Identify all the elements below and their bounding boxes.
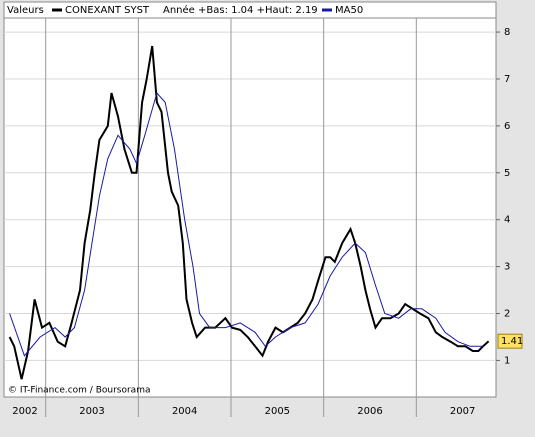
y-tick-label: 8 — [504, 27, 510, 38]
source: © IT-Finance.com / Boursorama — [8, 386, 150, 396]
last-value-box — [497, 333, 523, 349]
y-tick-label: 4 — [504, 215, 510, 226]
annotation: Année +Bas: 1.04 +Haut: 2.19 — [163, 4, 318, 16]
y-tick-label: 1 — [504, 355, 510, 366]
series-line — [8, 45, 490, 380]
x-tick-label: 2007 — [450, 406, 475, 417]
y-tick-label: 5 — [504, 168, 510, 179]
x-tick-label: 2003 — [79, 406, 104, 417]
legend-label: MA50 — [335, 5, 363, 16]
legend-title: Valeurs — [7, 5, 44, 16]
x-tick-label: 2002 — [12, 406, 37, 417]
legend-label: CONEXANT SYST — [65, 5, 150, 16]
x-tick-label: 2005 — [265, 406, 290, 417]
legend-bar — [3, 1, 497, 19]
y-tick-label: 3 — [504, 262, 510, 273]
y-tick-label: 2 — [504, 309, 510, 320]
series-line — [9, 91, 483, 357]
y-tick-label: 7 — [504, 74, 510, 85]
y-tick-label: 6 — [504, 121, 510, 132]
x-tick-label: 2006 — [357, 406, 382, 417]
x-tick-label: 2004 — [172, 406, 197, 417]
plot-area — [3, 17, 497, 398]
last-value-label: 1.41 — [501, 336, 523, 347]
